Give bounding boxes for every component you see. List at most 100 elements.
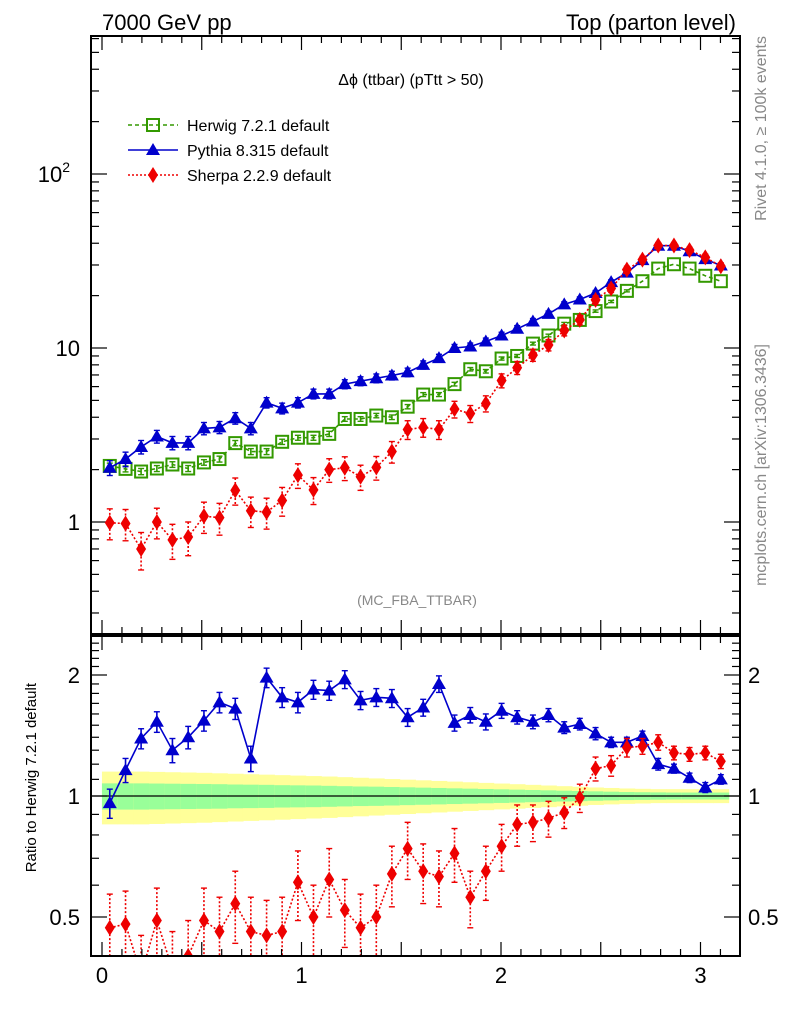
sherpa-ratio-point [339, 902, 350, 919]
ratio-y-tick-label-right: 2 [748, 663, 760, 688]
herwig-point [384, 410, 399, 425]
pythia-ratio-point [525, 714, 540, 727]
pythia-point [181, 435, 196, 448]
ratio-y-tick-label-left: 2 [68, 663, 80, 688]
herwig-point [369, 408, 384, 423]
pythia-ratio-point [306, 682, 321, 695]
ratio-y-tick-label-right: 0.5 [748, 905, 779, 930]
sherpa-ratio-point [371, 909, 382, 925]
pythia-ratio-point [259, 670, 274, 683]
sherpa-point [339, 459, 350, 476]
herwig-point [259, 444, 274, 459]
x-tick-label: 2 [495, 963, 507, 988]
legend-label-0: Herwig 7.2.1 default [187, 118, 330, 135]
sherpa-ratio-point [355, 919, 366, 936]
pythia-point [431, 351, 446, 364]
pythia-point [369, 371, 384, 384]
sherpa-ratio-point [527, 814, 538, 831]
pythia-point [557, 297, 572, 310]
pythia-ratio-point [463, 708, 478, 721]
sherpa-ratio-point [559, 804, 570, 821]
x-tick-label: 3 [694, 963, 706, 988]
sherpa-point [214, 509, 225, 526]
sherpa-ratio-point [621, 739, 632, 756]
sherpa-ratio-point [449, 845, 460, 862]
ratio-y-axis-label: Ratio to Herwig 7.2.1 default [23, 682, 40, 872]
sherpa-ratio-point [543, 810, 554, 827]
pythia-point [165, 435, 180, 448]
pythia-ratio-point [572, 717, 587, 730]
herwig-point [619, 283, 634, 298]
sherpa-ratio-point [637, 738, 648, 755]
herwig-point [400, 399, 415, 414]
pythia-point [275, 401, 290, 414]
sherpa-point [496, 372, 507, 389]
pythia-point [541, 306, 556, 319]
ratio-y-tick-label-right: 1 [748, 784, 760, 809]
herwig-point [275, 434, 290, 449]
sherpa-ratio-point [465, 889, 476, 906]
herwig-point [463, 362, 478, 377]
pythia-ratio-point [134, 731, 149, 744]
pythia-ratio-point [384, 691, 399, 704]
sherpa-point [120, 515, 131, 532]
sherpa-line [109, 244, 722, 551]
sherpa-ratio-point [433, 868, 444, 885]
sherpa-point [308, 481, 319, 498]
sherpa-point [355, 468, 366, 485]
legend-label-1: Pythia 8.315 default [187, 143, 329, 160]
pythia-point [384, 368, 399, 381]
sherpa-point [371, 459, 382, 476]
pythia-ratio-point [337, 672, 352, 685]
herwig-point [353, 411, 368, 426]
sherpa-ratio-point [183, 947, 194, 956]
pythia-ratio-point [604, 735, 619, 748]
herwig-point [165, 457, 180, 472]
y-tick-label-sup: 2 [62, 159, 70, 175]
pythia-point [290, 395, 305, 408]
sherpa-point [590, 291, 601, 308]
sherpa-ratio-point [120, 916, 131, 933]
herwig-point [651, 261, 666, 276]
sherpa-ratio-point [700, 744, 711, 761]
herwig-point [181, 461, 196, 476]
pythia-ratio-point [149, 714, 164, 727]
sherpa-ratio-point [684, 746, 695, 763]
pythia-ratio-point [196, 713, 211, 726]
ratio-plot-axes: 0.5 0.5 1 1 2 2 0 1 2 3 [49, 635, 779, 988]
pythia-point [196, 421, 211, 434]
pythia-ratio-point [118, 763, 133, 776]
sherpa-ratio-point [574, 789, 585, 806]
pythia-ratio-point [369, 690, 384, 703]
sherpa-ratio-point [104, 919, 115, 936]
pythia-ratio-point [682, 770, 697, 783]
pythia-ratio-point [165, 743, 180, 756]
pythia-ratio-point [416, 700, 431, 713]
herwig-point [228, 436, 243, 451]
herwig-point [635, 274, 650, 289]
pythia-point [525, 314, 540, 327]
sherpa-ratio-point [496, 838, 507, 855]
herwig-point [149, 461, 164, 476]
pythia-ratio-point [353, 693, 368, 706]
sherpa-point [684, 242, 695, 259]
pythia-ratio-point [494, 703, 509, 716]
pythia-ratio-point [698, 780, 713, 793]
sherpa-ratio-point [292, 874, 303, 891]
sherpa-point [559, 322, 570, 339]
main-plot-title: Δϕ (ttbar) (pTtt > 50) [338, 72, 483, 89]
sherpa-ratio-point [245, 923, 256, 940]
herwig-point [290, 430, 305, 445]
pythia-ratio-point [478, 714, 493, 727]
x-tick-label: 0 [96, 963, 108, 988]
herwig-point [212, 452, 227, 467]
sherpa-ratio-point [653, 734, 664, 751]
pythia-point [494, 328, 509, 341]
pythia-point [463, 339, 478, 352]
y-tick-label: 102 [38, 159, 70, 187]
pythia-point [102, 460, 117, 473]
pythia-ratio-point [102, 796, 117, 809]
sherpa-point [512, 359, 523, 376]
sherpa-point [104, 514, 115, 531]
pythia-point [353, 374, 368, 387]
